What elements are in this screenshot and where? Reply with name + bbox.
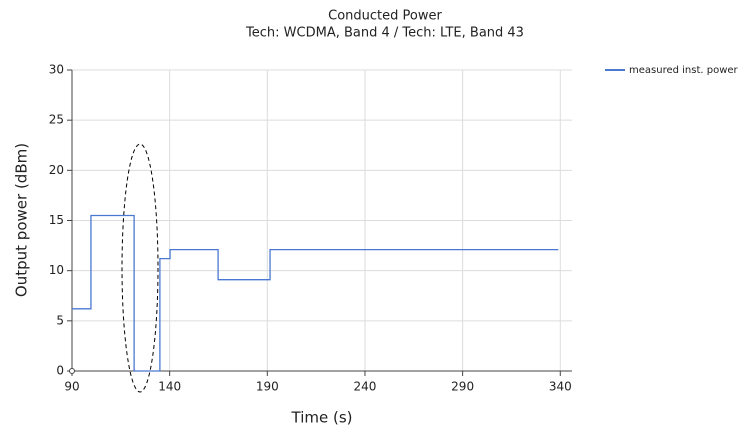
x-tick-label: 290 — [451, 380, 474, 394]
y-tick-label: 15 — [49, 213, 64, 227]
legend-label: measured inst. power — [629, 65, 739, 76]
x-tick-label: 140 — [158, 380, 181, 394]
axis-origin — [69, 368, 75, 374]
y-tick-label: 5 — [56, 313, 64, 327]
chart-title: Conducted Power — [328, 9, 442, 24]
x-tick-label: 340 — [549, 380, 572, 394]
x-tick-label: 190 — [256, 380, 279, 394]
y-axis-label: Output power (dBm) — [13, 143, 31, 297]
y-tick-label: 30 — [49, 63, 64, 77]
y-tick-label: 0 — [56, 364, 64, 378]
data-line — [72, 214, 559, 372]
y-tick-label: 20 — [49, 163, 64, 177]
chart-subtitle: Tech: WCDMA, Band 4 / Tech: LTE, Band 43 — [245, 26, 524, 41]
y-tick-label: 10 — [49, 263, 64, 277]
x-axis-label: Time (s) — [291, 409, 353, 427]
x-tick-label: 240 — [354, 380, 377, 394]
y-tick-label: 25 — [49, 113, 64, 127]
annotation-ellipse — [121, 143, 159, 393]
x-tick-label: 90 — [64, 380, 79, 394]
